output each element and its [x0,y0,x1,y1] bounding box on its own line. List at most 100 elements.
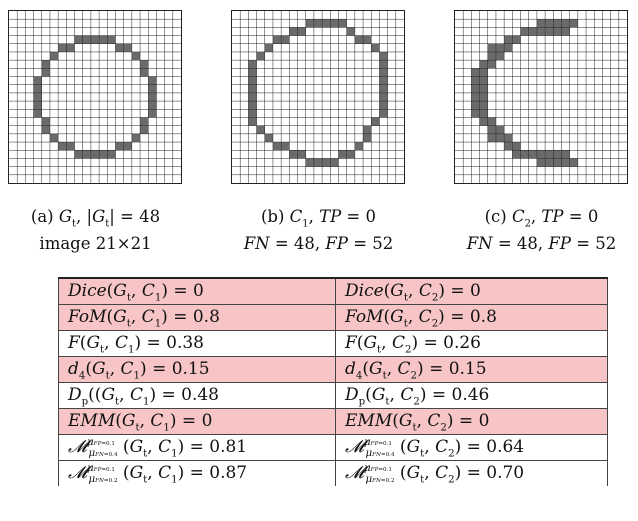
grid-cell-filled [363,35,372,44]
grid-cell-filled [561,150,570,159]
grid-cell-filled [479,117,488,126]
metric-cell-left: F(Gt, C1) = 0.38 [58,330,336,357]
grid-cell-filled [330,19,339,28]
metric-cell-left: EMM(Gt, C1) = 0 [58,408,336,435]
grid-cell-filled [338,150,347,159]
grid-cell-filled [281,142,290,151]
grid-cell-filled [148,76,157,85]
grid-cell-filled [553,150,562,159]
grid-cell-filled [148,109,157,118]
grid-cell-filled [479,76,488,85]
grid-cell-filled [379,51,388,61]
grid-cell-filled [313,158,323,167]
grid-cell-filled [248,68,257,77]
caption-a-line-2: image 21×21 [39,234,152,253]
grid-cell-filled [99,150,108,159]
grid-svg-a [9,11,181,183]
grid-cell-filled [346,150,355,159]
grid-cell-filled [553,27,562,36]
grid-cell-filled [33,109,42,118]
metric-cell-left: d4(Gt, C1) = 0.15 [58,356,336,383]
grid-cell-filled [479,68,488,77]
caption-c: (c) C2, TP = 0 FN = 48, FP = 52 [439,203,638,257]
grid-cell-filled [33,101,42,110]
metrics-table: Dice(Gt, C1) = 0 Dice(Gt, C2) = 0 FoM(Gt… [58,277,608,486]
grid-cell-filled [58,142,67,151]
grid-cell-filled [66,142,75,151]
grid-cell-filled [107,35,116,44]
caption-a-line-1: (a) Gt, |Gt| = 48 [30,207,161,230]
grid-cell-filled [495,43,505,52]
grid-cell-filled [512,150,521,159]
grid-cell-filled [520,27,529,36]
table-row: d4(Gt, C1) = 0.15 d4(Gt, C2) = 0.15 [58,356,608,383]
grid-cell-filled [82,150,91,159]
table-row: 𝓜μFP=0.1μFN=0.2 (Gt, C1) = 0.87 𝓜μFP=0.1… [58,460,608,486]
grid-cell-filled [504,35,513,44]
grid-cell-filled [495,133,505,143]
grid-cell-filled [289,150,298,159]
metric-cell-right: Dice(Gt, C2) = 0 [335,277,608,305]
table-row: 𝓜μFP=0.1μFN=0.4 (Gt, C1) = 0.81 𝓜μFP=0.1… [58,434,608,461]
metric-cell-left: 𝓜μFP=0.1μFN=0.4 (Gt, C1) = 0.81 [58,434,336,461]
grid-cell-filled [495,125,505,134]
grid-cell-filled [379,109,388,118]
grid-cell-filled [297,150,306,159]
table-row: FoM(Gt, C1) = 0.8 FoM(Gt, C2) = 0.8 [58,304,608,331]
grid-cell-filled [471,101,480,110]
grid-cell-filled [90,35,100,44]
grid-cell-filled [41,68,50,77]
metric-cell-left: Dice(Gt, C1) = 0 [58,277,336,305]
grid-cell-filled [140,125,149,134]
metric-cell-right: F(Gt, C2) = 0.26 [335,330,608,357]
grid-cell-filled [536,150,546,159]
grid-cell-filled [471,109,480,118]
metric-cell-right: 𝓜μFP=0.1μFN=0.2 (Gt, C2) = 0.70 [335,460,608,486]
caption-b-line-2: FN = 48, FP = 52 [243,234,394,253]
grid-cell-filled [248,92,257,102]
grid-cell-filled [123,142,132,151]
metric-cell-left: Dp((Gt, C1) = 0.48 [58,382,336,409]
grid-cell-filled [479,84,488,93]
grid-cell-filled [82,35,91,44]
table-row: EMM(Gt, C1) = 0 EMM(Gt, C2) = 0 [58,408,608,435]
grid-cell-filled [140,60,149,69]
grid-cell-filled [504,142,513,151]
grid-cell-filled [471,92,480,102]
grid-cell-filled [330,158,339,167]
grid-cell-filled [297,27,306,36]
grid-cell-filled [272,142,282,151]
grid-cell-filled [256,125,265,134]
grid-cell-filled [313,19,323,28]
caption-c-line-2: FN = 48, FP = 52 [466,234,617,253]
grid-cell-filled [512,142,521,151]
grid-cell-filled [49,51,59,61]
grid-cell-filled [346,27,355,36]
grid-image-c2 [454,10,628,184]
grid-cell-filled [248,60,257,69]
caption-b: (b) C1, TP = 0 FN = 48, FP = 52 [216,203,421,257]
grid-cell-filled [123,43,132,52]
grid-cell-filled [131,51,141,61]
grid-cell-filled [272,35,282,44]
metric-cell-right: Dp(Gt, C2) = 0.46 [335,382,608,409]
grid-cell-filled [545,150,554,159]
grid-cell-filled [41,60,50,69]
metric-cell-left: FoM(Gt, C1) = 0.8 [58,304,336,331]
metric-cell-right: d4(Gt, C2) = 0.15 [335,356,608,383]
grid-cell-filled [545,27,554,36]
grid-cell-filled [248,84,257,93]
grid-cell-filled [471,84,480,93]
grid-cell-filled [148,92,157,102]
grid-cell-filled [545,158,554,167]
table-row: F(Gt, C1) = 0.38 F(Gt, C2) = 0.26 [58,330,608,357]
grid-cell-filled [520,150,529,159]
grid-cell-filled [379,101,388,110]
grid-cell-filled [379,68,388,77]
grid-cell-filled [536,158,546,167]
grid-svg-c [455,11,627,183]
grid-image-c1 [231,10,405,184]
grid-cell-filled [512,35,521,44]
metric-cell-left: 𝓜μFP=0.1μFN=0.2 (Gt, C1) = 0.87 [58,460,336,486]
grid-cell-filled [569,158,578,167]
